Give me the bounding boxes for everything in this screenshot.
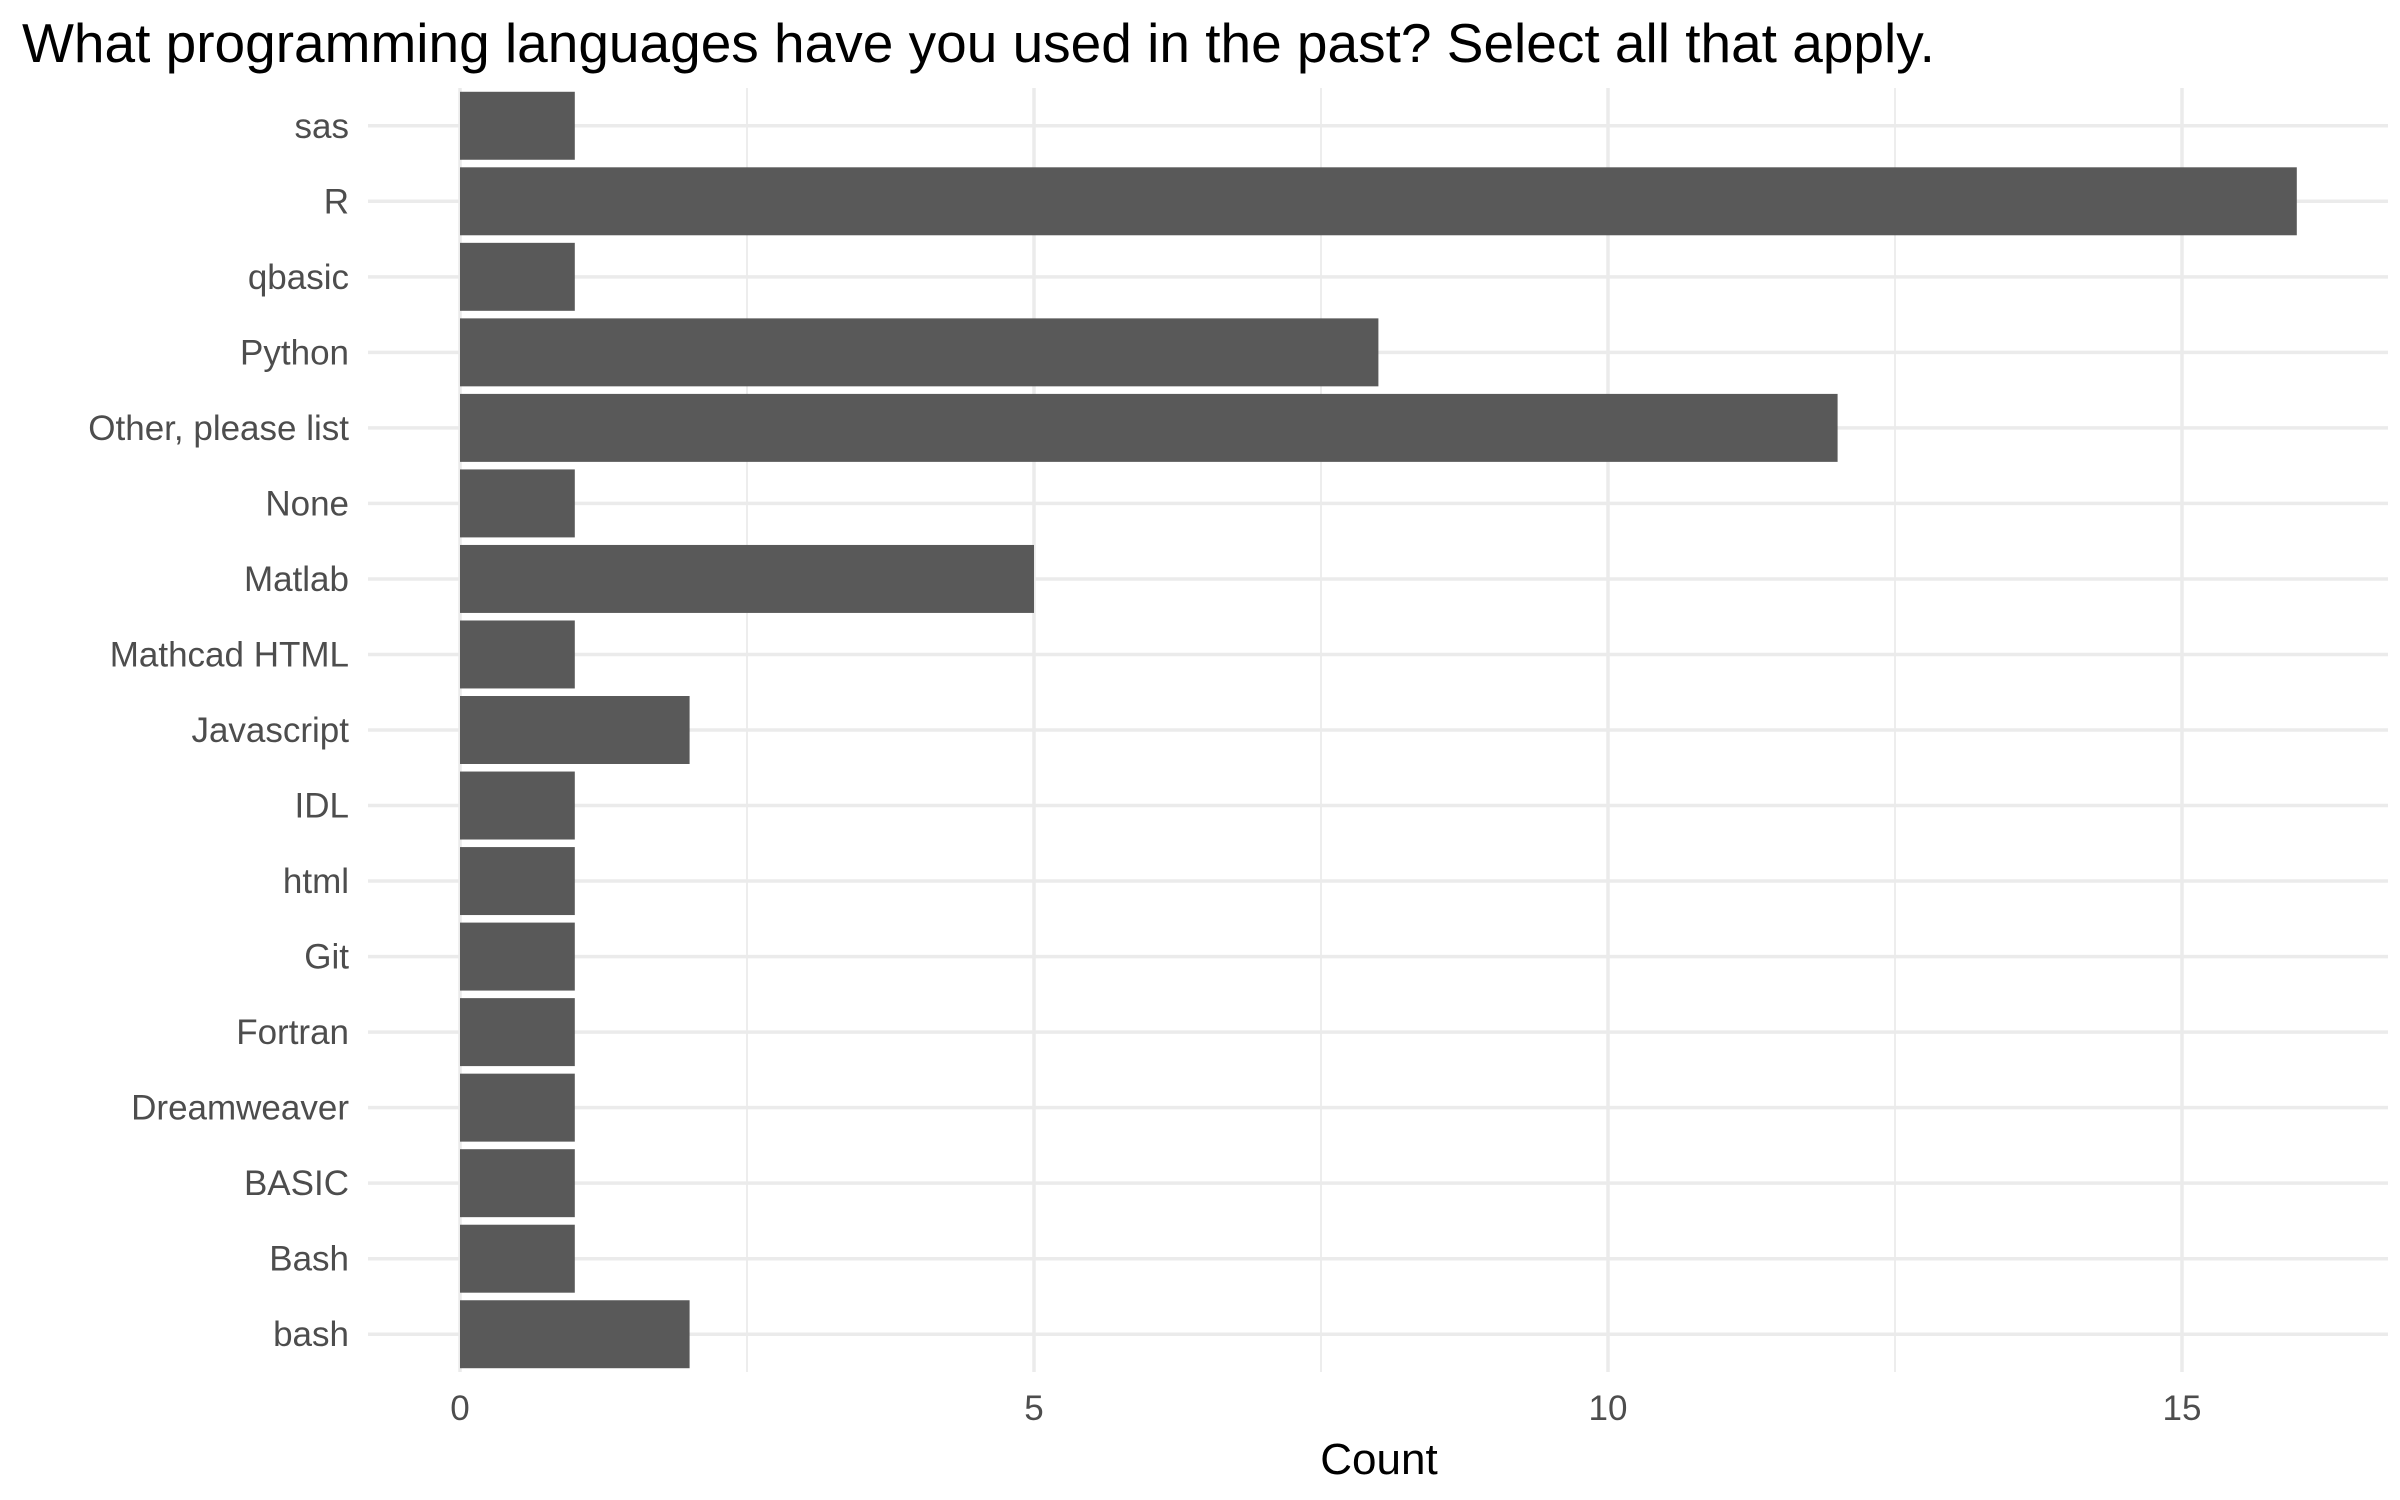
bar xyxy=(460,91,575,160)
category-label: qbasic xyxy=(248,258,349,297)
category-label: None xyxy=(265,484,349,523)
bar xyxy=(460,1300,690,1369)
x-axis-title: Count xyxy=(1320,1435,1437,1484)
x-tick-labels: 0 5 10 15 xyxy=(450,1389,2201,1428)
bar xyxy=(460,620,575,689)
bar xyxy=(460,922,575,991)
bar xyxy=(460,1073,575,1142)
bar xyxy=(460,1224,575,1293)
category-label: bash xyxy=(273,1315,349,1354)
bar xyxy=(460,167,2297,236)
x-tick-label: 15 xyxy=(2163,1389,2202,1428)
category-label: BASIC xyxy=(244,1164,349,1203)
category-label: Python xyxy=(240,333,349,372)
category-label: Dreamweaver xyxy=(131,1089,349,1128)
category-label: IDL xyxy=(295,787,349,826)
category-label: Mathcad HTML xyxy=(110,635,349,674)
category-label: sas xyxy=(295,107,349,146)
category-label: Other, please list xyxy=(88,409,349,448)
bar xyxy=(460,393,1838,462)
bars xyxy=(460,91,2297,1369)
bar xyxy=(460,242,575,311)
x-tick-label: 10 xyxy=(1589,1389,1628,1428)
category-label: Matlab xyxy=(244,560,349,599)
bar xyxy=(460,696,690,764)
category-label: html xyxy=(283,862,349,901)
category-label: Javascript xyxy=(191,711,349,750)
chart-title: What programming languages have you used… xyxy=(22,12,1935,74)
category-label: Fortran xyxy=(236,1013,349,1052)
category-label: Bash xyxy=(269,1240,349,1279)
bar xyxy=(460,544,1034,613)
bar xyxy=(460,847,575,916)
x-tick-label: 0 xyxy=(450,1389,469,1428)
category-label: R xyxy=(324,182,349,221)
bar xyxy=(460,469,575,538)
bar xyxy=(460,318,1379,387)
bar xyxy=(460,1149,575,1218)
category-label: Git xyxy=(304,938,349,977)
bar xyxy=(460,998,575,1067)
bar xyxy=(460,771,575,840)
x-tick-label: 5 xyxy=(1024,1389,1043,1428)
